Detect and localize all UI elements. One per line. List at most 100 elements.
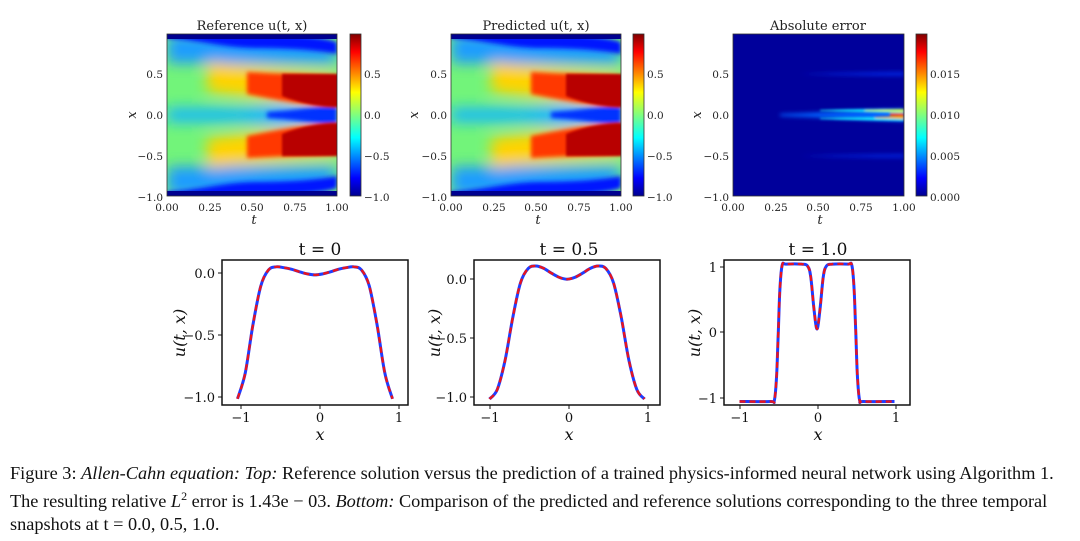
xtick: 1 — [892, 411, 900, 426]
heatmap-reference-xlabel: t — [251, 213, 257, 228]
heatmap-reference-field — [162, 29, 342, 202]
xtick: −1 — [730, 411, 749, 426]
xtick: 0 — [565, 411, 573, 426]
heatmap-predicted-xticks: 0.00 0.25 0.50 0.75 1.00 — [439, 202, 632, 214]
lineplot-t0-prediction-line — [236, 265, 394, 400]
heatmap-reference-ylabel: x — [125, 111, 140, 119]
heatmap-predicted-colorbar — [632, 33, 645, 197]
xtick: 1.00 — [325, 202, 348, 214]
caption-metric-sup: 2 — [181, 489, 188, 503]
xtick: 0.25 — [198, 202, 221, 214]
xtick: 0.50 — [240, 202, 263, 214]
ytick: 0.0 — [430, 110, 447, 122]
ytick: −1.0 — [183, 391, 215, 406]
xtick: 1.00 — [609, 202, 632, 214]
xtick: 1.00 — [892, 202, 915, 214]
lineplot-t1-axes — [723, 259, 911, 406]
ytick: 0.0 — [446, 273, 467, 288]
lineplot-t0-title: t = 0 — [299, 240, 342, 260]
colorbar-tick: 0.0 — [647, 110, 664, 122]
lineplot-t05-yticks: 0.0 −0.5 −1.0 — [435, 273, 474, 406]
xtick: 0.00 — [439, 202, 462, 214]
lineplot-t05-axes — [473, 259, 661, 406]
caption-bottom-text: Comparison of the predicted and referenc… — [10, 491, 1048, 535]
heatmap-reference-title: Reference u(t, x) — [197, 19, 308, 34]
ytick: −0.5 — [435, 332, 467, 347]
lineplot-t0-yticks: 0.0 −0.5 −1.0 — [183, 267, 222, 406]
colorbar-tick: 0.0 — [364, 110, 381, 122]
ytick: −0.5 — [422, 151, 448, 163]
heatmap-reference-panel: Reference u(t, x) 0.5 0.0 −0.5 −1.0 x 0.… — [125, 19, 390, 228]
ytick: −0.5 — [704, 151, 730, 163]
heatmap-error-colorbar-ticks: 0.015 0.010 0.005 0.000 — [930, 69, 960, 204]
caption-end: . — [214, 514, 220, 535]
caption-snapshots: t = 0.0, 0.5, 1.0 — [103, 514, 215, 535]
heatmap-error-field — [733, 34, 904, 196]
xtick: 0.00 — [155, 202, 178, 214]
lineplot-t0-xlabel: x — [315, 425, 324, 444]
colorbar-tick: 0.015 — [930, 69, 960, 81]
xtick: 0.75 — [849, 202, 872, 214]
ytick: −0.5 — [183, 329, 215, 344]
heatmap-predicted-ylabel: x — [407, 111, 422, 119]
colorbar-tick: −1.0 — [647, 192, 673, 204]
xtick: 0.00 — [721, 202, 744, 214]
heatmap-reference-colorbar-ticks: 0.5 0.0 −0.5 −1.0 — [364, 69, 390, 204]
lineplot-t1-ylabel: u(t, x) — [685, 309, 704, 357]
colorbar-tick: 0.000 — [930, 192, 960, 204]
xtick: 0.75 — [567, 202, 590, 214]
xtick: 0.75 — [283, 202, 306, 214]
xtick: 0 — [814, 411, 822, 426]
lineplot-t1-xlabel: x — [813, 425, 822, 444]
heatmap-reference-xticks: 0.00 0.25 0.50 0.75 1.00 — [155, 202, 348, 214]
lineplot-t05-title: t = 0.5 — [540, 240, 599, 260]
heatmap-error-xlabel: t — [817, 213, 823, 228]
ytick: −1.0 — [704, 192, 730, 204]
ytick: −1.0 — [435, 391, 467, 406]
ytick: −1 — [698, 392, 717, 407]
caption-metric-text: error is — [187, 491, 249, 512]
heatmap-error-colorbar — [915, 33, 928, 197]
lineplot-t05-xticks: −1 0 1 — [480, 405, 652, 426]
figure-caption: Figure 3: Allen-Cahn equation: Top: Refe… — [10, 463, 1054, 535]
ytick: 1 — [709, 261, 717, 276]
figure-canvas: Reference u(t, x) 0.5 0.0 −0.5 −1.0 x 0.… — [125, 19, 960, 444]
lineplot-t0-ylabel: u(t, x) — [170, 309, 189, 357]
lineplot-t05-prediction-line — [488, 264, 646, 400]
heatmap-error-title: Absolute error — [769, 19, 867, 34]
lineplot-t1-xticks: −1 0 1 — [730, 405, 900, 426]
colorbar-tick: 0.5 — [647, 69, 664, 81]
heatmap-predicted-colorbar-ticks: 0.5 0.0 −0.5 −1.0 — [647, 69, 673, 204]
lineplot-t1-prediction-line — [739, 261, 895, 404]
caption-top-text: Reference solution versus the prediction… — [10, 463, 1054, 512]
xtick: 1 — [644, 411, 652, 426]
heatmap-predicted-panel: Predicted u(t, x) 0.5 0.0 −0.5 −1.0 x 0.… — [407, 19, 673, 228]
ytick: −1.0 — [422, 192, 448, 204]
ytick: 0.0 — [194, 267, 215, 282]
xtick: 0.50 — [524, 202, 547, 214]
caption-metric-value: 1.43e − 03 — [248, 491, 327, 512]
caption-label: Figure 3: — [10, 463, 82, 483]
xtick: −1 — [231, 411, 250, 426]
ytick: 0 — [709, 326, 717, 341]
ytick: 0.0 — [146, 110, 163, 122]
ytick: −1.0 — [138, 192, 164, 204]
colorbar-tick: 0.5 — [364, 69, 381, 81]
lineplot-t1-title: t = 1.0 — [789, 240, 848, 260]
ytick: 0.5 — [430, 69, 447, 81]
caption-metric-symbol: L — [170, 491, 182, 512]
colorbar-tick: 0.005 — [930, 151, 960, 163]
ytick: 0.5 — [712, 69, 729, 81]
colorbar-tick: −1.0 — [364, 192, 390, 204]
xtick: 0 — [316, 411, 324, 426]
xtick: 0.25 — [482, 202, 505, 214]
lineplot-t0-panel: t = 0 0.0 −0.5 −1.0 −1 0 1 x u(t, x) — [170, 240, 409, 444]
lineplot-t1-panel: t = 1.0 1 0 −1 −1 0 1 x u(t, x) — [685, 240, 911, 444]
ytick: 0.5 — [146, 69, 163, 81]
caption-title: Allen-Cahn equation: — [81, 463, 241, 483]
heatmap-error-ylabel: x — [690, 111, 705, 119]
lineplot-t05-xlabel: x — [564, 425, 573, 444]
xtick: 1 — [395, 411, 403, 426]
ytick: −0.5 — [138, 151, 164, 163]
xtick: 0.25 — [764, 202, 787, 214]
